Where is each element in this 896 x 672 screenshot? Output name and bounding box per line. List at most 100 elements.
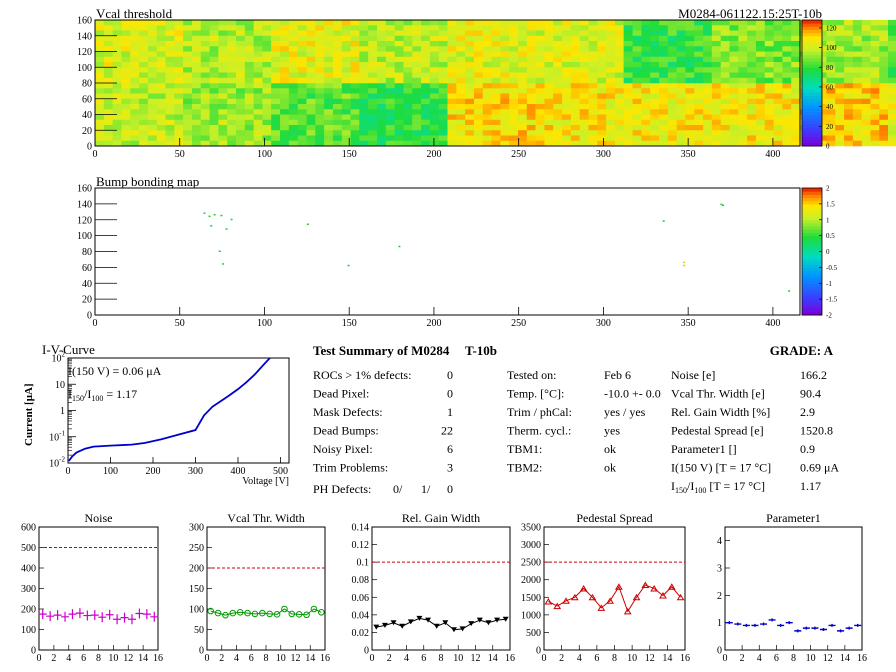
- summary-label: Dead Pixel:: [313, 387, 369, 401]
- heatmap-y-tick-label: 140: [77, 31, 92, 42]
- scale-step: [802, 200, 822, 205]
- scale-step: [802, 60, 822, 65]
- mini-data-point: [68, 609, 77, 620]
- summary-value: 22: [441, 424, 453, 438]
- mini-x-tick-label: 14: [840, 653, 850, 664]
- mini-x-tick-label: 12: [823, 653, 833, 664]
- mini-data-point: [142, 609, 151, 620]
- scale-step: [802, 232, 822, 237]
- mini-x-tick-label: 14: [662, 653, 672, 664]
- heatmap-y-tick-label: 100: [77, 63, 92, 74]
- roc-tile: [183, 20, 272, 84]
- mini-y-tick-label: 100: [189, 605, 204, 616]
- heatmap-y-tick-label: 40: [82, 110, 92, 121]
- dead-bump-point: [306, 223, 309, 226]
- mini-x-tick-label: 0: [723, 653, 728, 664]
- stat-label: Noise [e]: [671, 368, 715, 382]
- mini-data-point: [794, 629, 802, 633]
- summary-label: Dead Bumps:: [313, 424, 379, 438]
- scale-step: [802, 32, 822, 37]
- mini-data-point: [135, 608, 144, 619]
- heatmap-x-tick-label: 50: [175, 149, 185, 160]
- mini-y-tick-label: 0.14: [352, 523, 370, 534]
- mini-data-point: [597, 604, 606, 611]
- mini-x-tick-label: 2: [559, 653, 564, 664]
- mini-data-point: [442, 620, 449, 626]
- stat-label: Rel. Gain Width [%]: [671, 405, 770, 419]
- mini-data-point: [562, 597, 570, 604]
- stat-label: Vcal Thr. Width [e]: [671, 387, 765, 401]
- iv-title: I-V-Curve: [42, 342, 95, 357]
- mini-x-tick-label: 8: [264, 653, 269, 664]
- scale-step: [802, 101, 822, 106]
- scale-step: [802, 23, 822, 27]
- heatmap-x-tick-label: 150: [342, 149, 357, 160]
- mini-y-tick-label: 0: [199, 646, 204, 657]
- test-label: Tested on:: [507, 368, 556, 382]
- scale-step: [802, 127, 822, 131]
- roc-tile: [711, 83, 801, 147]
- bump-frame: [94, 187, 801, 316]
- dead-bump-point: [222, 263, 225, 265]
- scale-step: [802, 292, 822, 297]
- mini-data-point: [381, 622, 388, 628]
- roc-tile: [623, 83, 713, 147]
- mini-data-point: [450, 627, 457, 633]
- mini-series-line: [376, 617, 506, 631]
- roc-tile: [359, 83, 448, 147]
- scale-step: [802, 86, 822, 90]
- scale-step: [802, 267, 822, 272]
- mini-data-point: [373, 624, 380, 630]
- bump-y-tick-label: 60: [82, 263, 92, 274]
- scale-tick-label: 0: [826, 143, 830, 151]
- scale-step: [802, 222, 822, 227]
- scale-tick-label: 0.5: [826, 232, 835, 240]
- mini-x-tick-label: 8: [791, 653, 796, 664]
- stat-label: Pedestal Spread [e]: [671, 424, 764, 438]
- scale-step: [802, 241, 822, 246]
- scale-step: [802, 42, 822, 46]
- scale-step: [802, 133, 822, 138]
- iv-x-tick-label: 300: [188, 466, 203, 477]
- mini-data-point: [399, 623, 406, 629]
- scale-step: [802, 70, 822, 75]
- mini-data-point: [768, 618, 776, 622]
- stat-label: I(150 V) [T = 17 °C]: [671, 461, 771, 475]
- mini-y-tick-label: 600: [21, 523, 36, 534]
- scale-step: [802, 67, 822, 71]
- bump-y-tick-label: 140: [77, 199, 92, 210]
- summary-label: ROCs > 1% defects:: [313, 368, 411, 382]
- scale-step: [802, 117, 822, 122]
- test-value: Feb 6: [604, 368, 631, 382]
- mini-x-tick-label: 14: [138, 653, 148, 664]
- scale-step: [802, 92, 822, 97]
- bump-x-tick-label: 200: [426, 318, 441, 329]
- mini-x-tick-label: 8: [612, 653, 617, 664]
- mini-data-point: [244, 609, 251, 617]
- iv-ylabel: Current [μA]: [23, 383, 35, 446]
- mini-x-tick-label: 16: [857, 653, 867, 664]
- dead-bump-point: [203, 212, 206, 214]
- iv-x-tick-label: 500: [273, 466, 288, 477]
- mini-y-tick-label: 400: [21, 564, 36, 575]
- scale-step: [802, 229, 822, 233]
- summary-label: Mask Defects:: [313, 405, 383, 419]
- mini-data-point: [802, 626, 810, 630]
- heatmap-x-tick-label: 400: [765, 149, 780, 160]
- mini-data-point: [120, 612, 129, 623]
- mini-x-tick-label: 10: [806, 653, 816, 664]
- dead-bump-point: [683, 264, 686, 267]
- scale-tick-label: -1: [826, 280, 832, 288]
- mini-x-tick-label: 10: [108, 653, 118, 664]
- mini-data-point: [38, 609, 47, 620]
- heatmap-x-tick-label: 100: [257, 149, 272, 160]
- scale-step: [802, 142, 822, 147]
- scale-step: [802, 197, 822, 202]
- mini-y-tick-label: 250: [189, 543, 204, 554]
- mini-x-tick-label: 16: [153, 653, 163, 664]
- mini-y-tick-label: 200: [21, 605, 36, 616]
- mini-y-tick-label: 1: [717, 618, 722, 629]
- mini-x-tick-label: 2: [219, 653, 224, 664]
- scale-step: [802, 289, 822, 294]
